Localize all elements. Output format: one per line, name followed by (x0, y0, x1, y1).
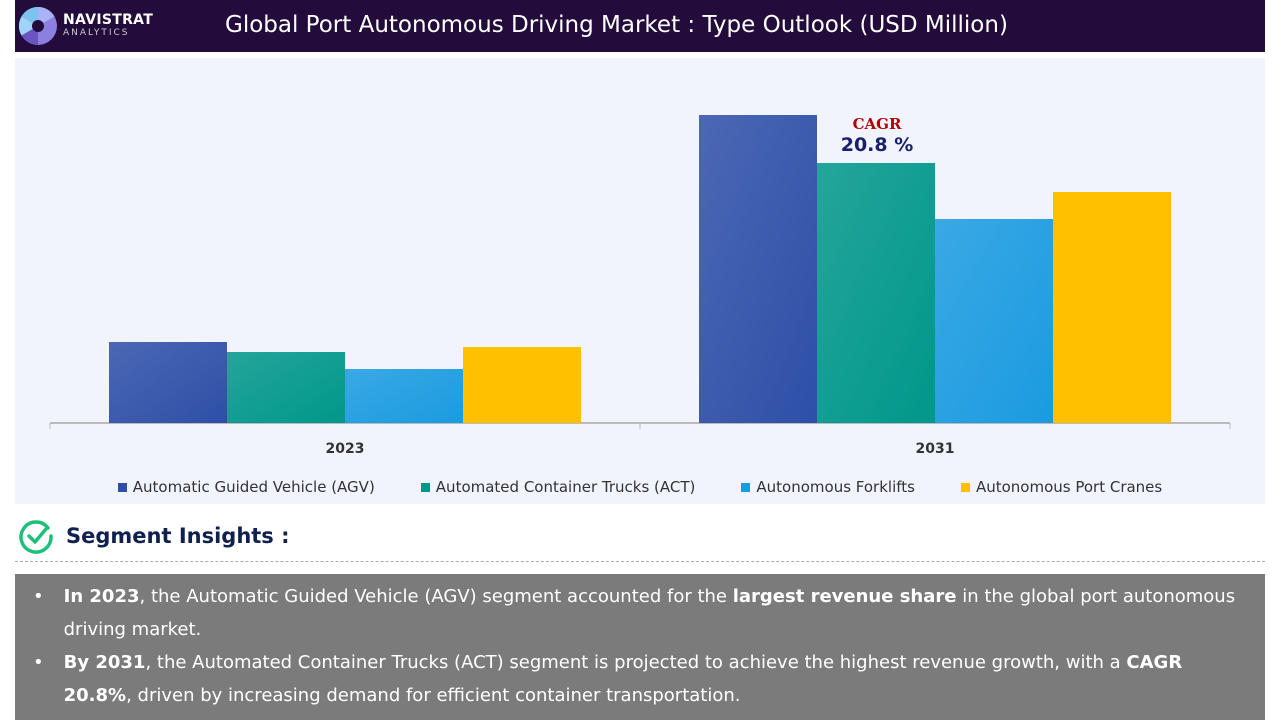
navistrat-logo-icon (18, 6, 57, 46)
insight-bullet: • By 2031, the Automated Container Trucks… (33, 646, 1245, 712)
bullet-icon: • (33, 586, 44, 607)
insights-header: Segment Insights : (18, 518, 290, 554)
bar-2023-0 (109, 342, 227, 423)
divider (15, 561, 1265, 562)
bar-2023-3 (463, 347, 581, 423)
bar-2031-2 (935, 219, 1053, 423)
brand-name: NAVISTRAT (63, 12, 154, 28)
legend-label: Automated Container Trucks (ACT) (435, 478, 696, 496)
legend-label: Autonomous Forklifts (756, 478, 915, 496)
bullet-icon: • (33, 652, 44, 673)
insights-title: Segment Insights : (66, 524, 290, 548)
legend-item: Autonomous Port Cranes (960, 478, 1163, 496)
bar-2023-1 (227, 352, 345, 423)
header: NAVISTRAT ANALYTICS Global Port Autonomo… (15, 0, 1265, 52)
legend-swatch (960, 482, 970, 492)
brand-subtitle: ANALYTICS (63, 28, 130, 38)
x-tick-label: 2023 (326, 441, 365, 457)
insights-box: • In 2023, the Automatic Guided Vehicle (… (15, 574, 1265, 720)
legend-label: Autonomous Port Cranes (975, 478, 1163, 496)
insight-text: By 2031, the Automated Container Trucks … (63, 652, 1183, 706)
legend-label: Automatic Guided Vehicle (AGV) (132, 478, 375, 496)
legend-item: Autonomous Forklifts (741, 478, 915, 496)
legend-item: Automated Container Trucks (ACT) (420, 478, 696, 496)
x-tick-label: 2031 (916, 441, 955, 457)
bar-2031-1 (817, 163, 935, 423)
legend-swatch (117, 482, 127, 492)
check-circle-icon (19, 520, 53, 554)
page-title: Global Port Autonomous Driving Market : … (225, 12, 1008, 38)
cagr-label: CAGR (853, 115, 902, 133)
bar-2023-2 (345, 369, 463, 423)
legend-item: Automatic Guided Vehicle (AGV) (117, 478, 375, 496)
bar-2031-3 (1053, 192, 1171, 423)
insight-text: In 2023, the Automatic Guided Vehicle (A… (63, 586, 1236, 640)
legend: Automatic Guided Vehicle (AGV) Automated … (0, 478, 1280, 496)
legend-swatch (420, 482, 430, 492)
insight-bullet: • In 2023, the Automatic Guided Vehicle (… (33, 580, 1245, 646)
cagr-value: 20.8 % (841, 134, 914, 156)
chart-area: 2023 2031 CAGR 20.8 % (15, 58, 1265, 504)
legend-swatch (741, 482, 751, 492)
bar-2031-0 (699, 115, 817, 423)
